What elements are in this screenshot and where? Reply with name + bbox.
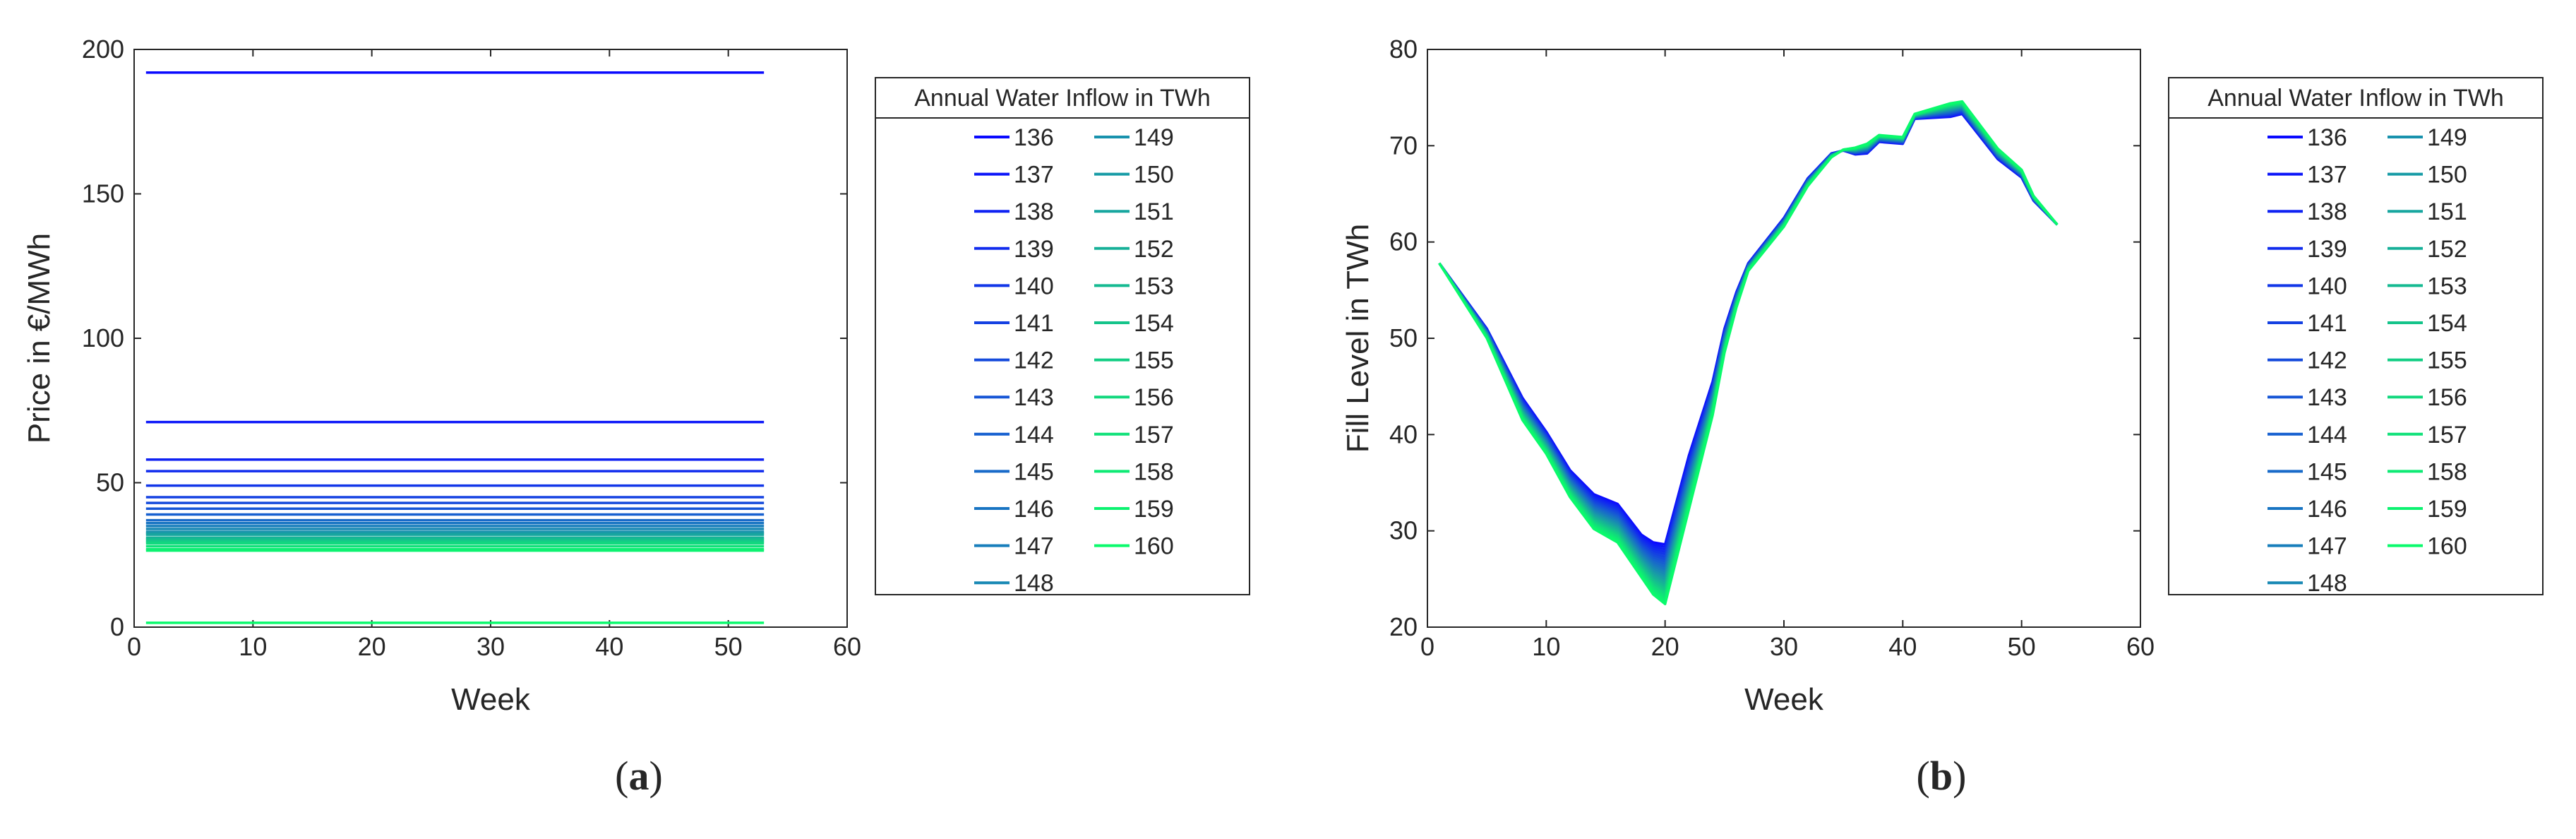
legend-label-148: 148 [1014, 570, 1054, 597]
legend-label-150: 150 [2427, 162, 2467, 189]
y-tick-label: 40 [1389, 420, 1418, 448]
legend-label-136: 136 [1014, 124, 1054, 151]
x-tick-label: 30 [477, 632, 505, 661]
legend-label-160: 160 [2427, 533, 2467, 560]
series-line-160 [1438, 100, 2059, 606]
legend-label-144: 144 [2307, 422, 2347, 448]
legend-label-148: 148 [2307, 570, 2347, 597]
legend-label-142: 142 [1014, 347, 1054, 374]
legend-label-152: 152 [1134, 236, 1174, 263]
legend-label-140: 140 [1014, 273, 1054, 299]
legend-label-147: 147 [2307, 533, 2347, 560]
legend-label-157: 157 [1134, 422, 1174, 448]
panel-caption: (b) [1917, 753, 1967, 799]
legend-label-138: 138 [2307, 198, 2347, 225]
legend-label-143: 143 [1014, 384, 1054, 411]
x-tick-label: 60 [833, 632, 861, 661]
legend-label-139: 139 [2307, 236, 2347, 263]
y-tick-label: 50 [96, 468, 124, 497]
y-tick-label: 100 [82, 323, 124, 352]
legend-label-153: 153 [2427, 273, 2467, 299]
legend-label-157: 157 [2427, 422, 2467, 448]
legend-label-159: 159 [1134, 496, 1174, 523]
legend-label-151: 151 [1134, 198, 1174, 225]
legend-label-159: 159 [2427, 496, 2467, 523]
legend-label-151: 151 [2427, 198, 2467, 225]
legend-label-138: 138 [1014, 198, 1054, 225]
x-tick-label: 50 [714, 632, 743, 661]
panel-caption: (a) [615, 753, 663, 799]
y-tick-label: 20 [1389, 612, 1418, 641]
legend-label-153: 153 [1134, 273, 1174, 299]
x-tick-label: 10 [239, 632, 267, 661]
legend-label-152: 152 [2427, 236, 2467, 263]
legend-label-141: 141 [2307, 310, 2347, 337]
chart-b: 0 10 20 30 40 50 60 20 30 40 50 60 70 80 Week Fill Leve… [1341, 35, 2544, 799]
x-tick-label: 20 [1651, 632, 1679, 661]
legend-label-144: 144 [1014, 422, 1054, 448]
y-tick-label: 60 [1389, 227, 1418, 256]
legend-label-155: 155 [2427, 347, 2467, 374]
legend-title: Annual Water Inflow in TWh [2207, 85, 2504, 112]
legend-title: Annual Water Inflow in TWh [914, 85, 1211, 112]
x-tick-label: 0 [1420, 632, 1434, 661]
x-tick-label: 40 [595, 632, 623, 661]
x-tick-label: 30 [1770, 632, 1798, 661]
legend-box [875, 77, 1250, 595]
y-tick-label: 150 [82, 179, 124, 208]
legend-label-160: 160 [1134, 533, 1174, 560]
x-tick-label: 50 [2008, 632, 2036, 661]
legend-label-155: 155 [1134, 347, 1174, 374]
y-tick-label: 30 [1389, 516, 1418, 545]
legend-label-145: 145 [2307, 458, 2347, 485]
x-axis-label: Week [451, 682, 531, 717]
legend-label-154: 154 [2427, 310, 2467, 337]
legend-label-154: 154 [1134, 310, 1174, 337]
legend-box [2168, 77, 2544, 595]
legend-label-150: 150 [1134, 162, 1174, 189]
x-tick-label: 20 [358, 632, 386, 661]
caption-letter: b [1930, 753, 1953, 799]
legend-label-139: 139 [1014, 236, 1054, 263]
legend-label-149: 149 [1134, 124, 1174, 151]
y-tick-label: 50 [1389, 323, 1418, 352]
caption-paren-open: ( [615, 753, 628, 799]
legend-label-145: 145 [1014, 458, 1054, 485]
x-tick-label: 60 [2126, 632, 2155, 661]
legend-label-146: 146 [2307, 496, 2347, 523]
legend-label-137: 137 [1014, 162, 1054, 189]
x-tick-label: 0 [127, 632, 141, 661]
legend-label-149: 149 [2427, 124, 2467, 151]
caption-paren-close: ) [1953, 753, 1966, 799]
y-axis-label: Price in €/MWh [22, 233, 56, 444]
y-tick-label: 70 [1389, 131, 1418, 160]
legend-label-136: 136 [2307, 124, 2347, 151]
legend-label-158: 158 [1134, 458, 1174, 485]
legend-label-137: 137 [2307, 162, 2347, 189]
legend-label-147: 147 [1014, 533, 1054, 560]
legend-label-156: 156 [1134, 384, 1174, 411]
x-axis-label: Week [1744, 682, 1824, 717]
legend-label-146: 146 [1014, 496, 1054, 523]
legend-label-158: 158 [2427, 458, 2467, 485]
legend-label-141: 141 [1014, 310, 1054, 337]
x-tick-label: 10 [1532, 632, 1560, 661]
chart-a: 0 10 20 30 40 50 60 0 50 100 150 200 Week Price in €/… [22, 35, 1250, 799]
y-axis-label: Fill Level in TWh [1341, 224, 1375, 453]
legend-label-156: 156 [2427, 384, 2467, 411]
caption-paren-open: ( [1917, 753, 1930, 799]
y-tick-label: 0 [110, 612, 124, 641]
legend-label-142: 142 [2307, 347, 2347, 374]
caption-letter: a [629, 753, 649, 799]
y-tick-label: 200 [82, 35, 124, 64]
legend-label-140: 140 [2307, 273, 2347, 299]
x-tick-label: 40 [1888, 632, 1917, 661]
caption-paren-close: ) [649, 753, 663, 799]
legend-label-143: 143 [2307, 384, 2347, 411]
y-tick-label: 80 [1389, 35, 1418, 64]
axes-box [1427, 49, 2141, 628]
